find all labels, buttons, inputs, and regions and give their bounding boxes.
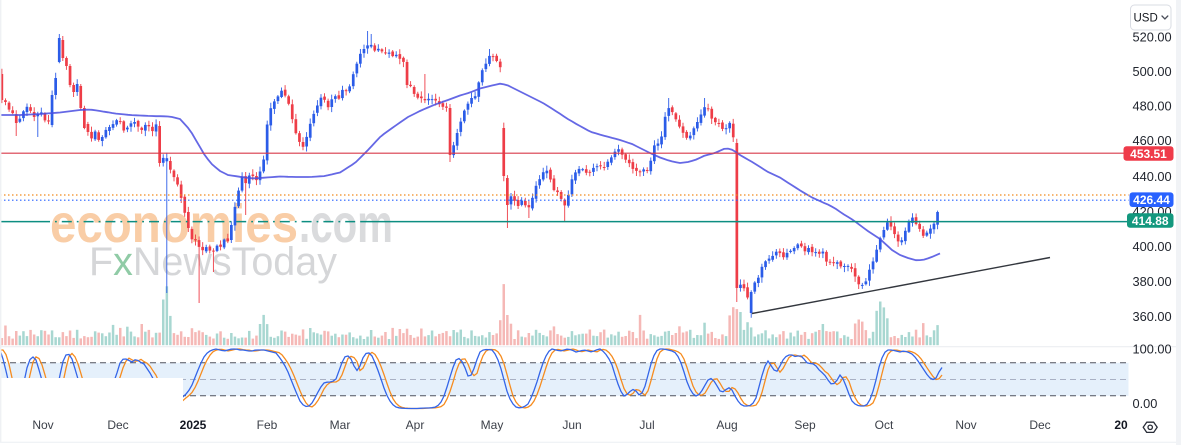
svg-text:414.88: 414.88 — [1132, 214, 1169, 228]
svg-text:Oct: Oct — [875, 418, 894, 432]
svg-text:400.00: 400.00 — [1133, 239, 1172, 254]
svg-text:Mar: Mar — [330, 418, 351, 432]
svg-text:0.00: 0.00 — [1133, 396, 1158, 411]
svg-text:2025: 2025 — [180, 418, 207, 432]
svg-text:Nov: Nov — [955, 418, 976, 432]
svg-text:426.44: 426.44 — [1133, 193, 1170, 207]
svg-text:460.00: 460.00 — [1133, 133, 1172, 148]
svg-text:520.00: 520.00 — [1133, 30, 1172, 45]
svg-text:Sep: Sep — [794, 418, 816, 432]
svg-text:20: 20 — [1114, 418, 1128, 432]
svg-text:economies: economies — [50, 194, 298, 254]
svg-text:Feb: Feb — [257, 418, 278, 432]
svg-text:100.00: 100.00 — [1133, 342, 1172, 357]
svg-text:FxNewsToday: FxNewsToday — [89, 240, 337, 284]
svg-text:Dec: Dec — [107, 418, 128, 432]
svg-text:380.00: 380.00 — [1133, 274, 1172, 289]
svg-text:Apr: Apr — [406, 418, 425, 432]
svg-text:Nov: Nov — [32, 418, 53, 432]
svg-text:500.00: 500.00 — [1133, 64, 1172, 79]
svg-text:Jun: Jun — [562, 418, 581, 432]
svg-text:Aug: Aug — [716, 418, 737, 432]
svg-text:440.00: 440.00 — [1133, 169, 1172, 184]
svg-text:Jul: Jul — [639, 418, 654, 432]
svg-text:Dec: Dec — [1029, 418, 1050, 432]
svg-text:.com: .com — [299, 194, 393, 254]
svg-text:USD: USD — [1134, 13, 1158, 25]
svg-text:May: May — [481, 418, 504, 432]
svg-text:360.00: 360.00 — [1133, 309, 1172, 324]
svg-text:480.00: 480.00 — [1133, 99, 1172, 114]
svg-text:453.51: 453.51 — [1130, 147, 1167, 161]
